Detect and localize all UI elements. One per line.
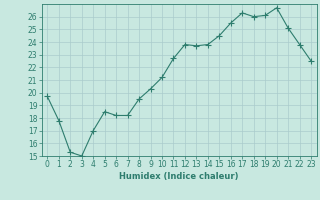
X-axis label: Humidex (Indice chaleur): Humidex (Indice chaleur) [119,172,239,181]
